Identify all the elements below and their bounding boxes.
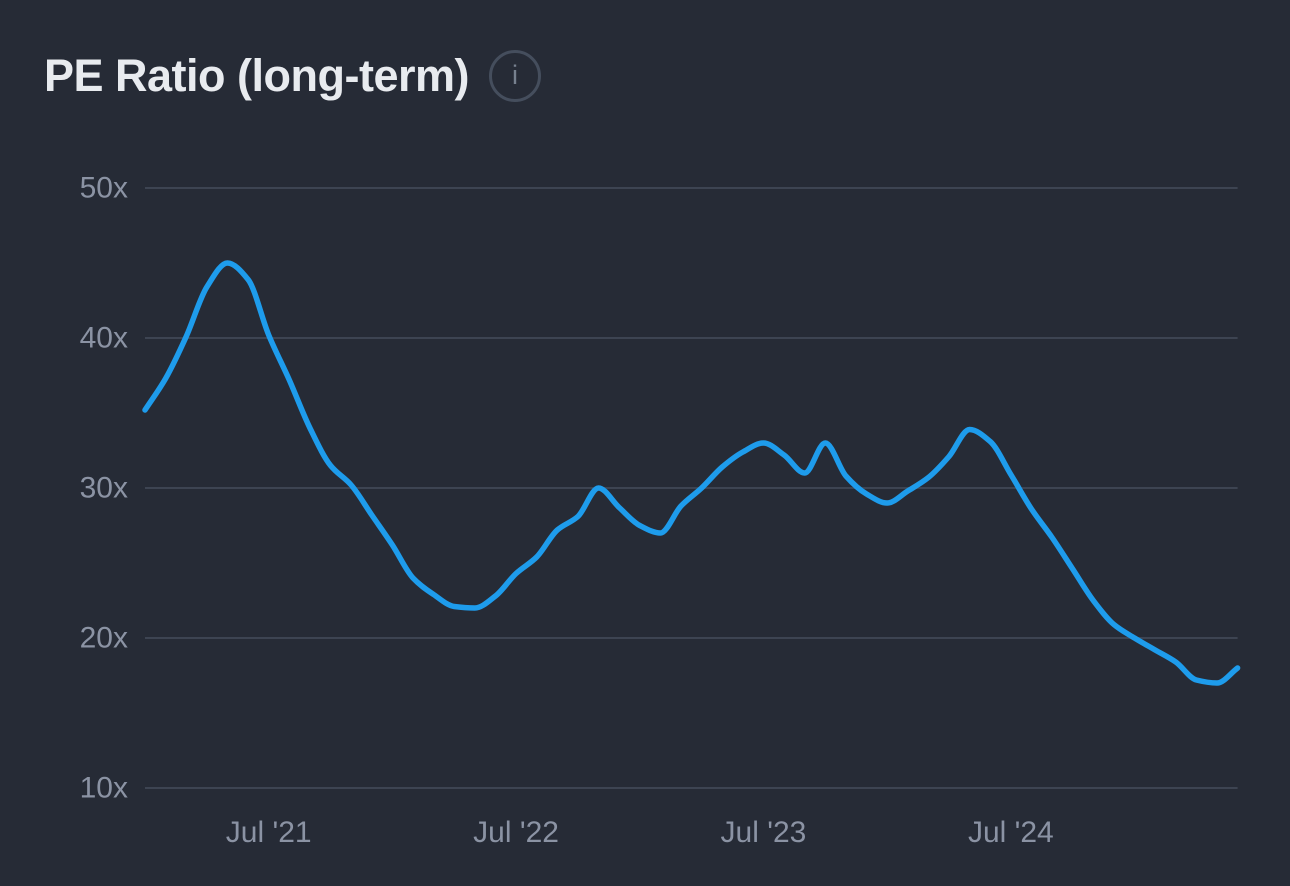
info-icon-glyph: i [512,59,518,90]
x-tick-label-jul-24: Jul '24 [968,816,1054,849]
info-icon[interactable]: i [489,50,541,102]
x-tick-label-jul-23: Jul '23 [721,816,807,849]
y-tick-label-50x: 50x [80,172,128,205]
y-tick-label-10x: 10x [80,772,128,805]
chart-header: PE Ratio (long-term) i [44,49,541,103]
y-tick-label-20x: 20x [80,622,128,655]
pe-ratio-series-line [142,260,1241,686]
chart-title: PE Ratio (long-term) [44,50,470,101]
y-tick-label-40x: 40x [80,322,128,355]
x-tick-label-jul-22: Jul '22 [473,816,559,849]
x-tick-label-jul-21: Jul '21 [226,816,312,849]
y-tick-label-30x: 30x [80,472,128,505]
